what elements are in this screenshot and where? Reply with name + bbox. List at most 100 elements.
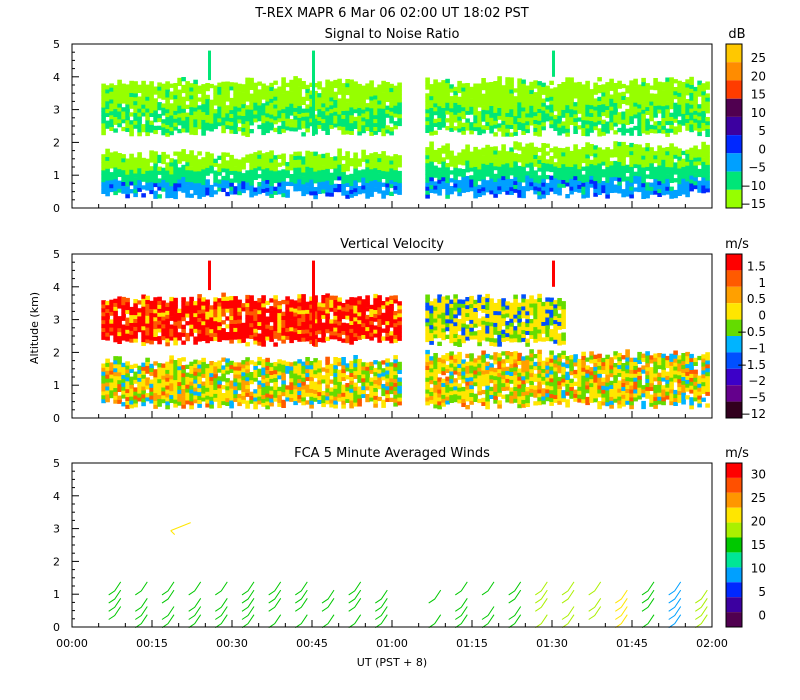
data-cell: [593, 161, 598, 166]
data-cell: [353, 164, 358, 169]
data-cell: [277, 125, 282, 131]
data-cell: [517, 102, 522, 107]
data-cell: [557, 183, 562, 188]
data-cell: [337, 381, 342, 386]
data-cell: [697, 104, 702, 109]
data-cell: [361, 173, 366, 178]
data-cell: [497, 178, 502, 183]
data-cell: [669, 178, 674, 183]
data-cell: [649, 117, 654, 122]
data-cell: [165, 174, 170, 179]
data-cell: [361, 125, 366, 130]
data-cell: [569, 158, 574, 164]
data-cell: [449, 351, 454, 356]
data-cell: [573, 113, 578, 119]
data-cell: [585, 96, 590, 101]
data-cell: [209, 384, 214, 389]
data-cell: [593, 145, 598, 150]
data-cell: [689, 381, 694, 386]
data-cell: [541, 380, 546, 385]
data-cell: [433, 400, 438, 405]
data-cell: [537, 389, 542, 394]
data-cell: [373, 383, 378, 388]
data-cell: [673, 90, 678, 96]
data-cell: [349, 95, 354, 100]
data-cell: [605, 174, 610, 179]
data-cell: [429, 379, 434, 385]
data-cell: [193, 167, 198, 172]
data-cell: [237, 386, 242, 391]
data-cell: [397, 190, 402, 195]
data-cell: [217, 368, 222, 373]
data-cell: [265, 109, 270, 114]
data-cell: [233, 382, 238, 387]
data-cell: [125, 377, 130, 382]
data-cell: [281, 384, 286, 389]
data-cell: [177, 377, 182, 383]
data-cell: [305, 150, 310, 155]
data-cell: [333, 79, 338, 85]
data-cell: [481, 125, 486, 130]
data-cell: [469, 98, 474, 103]
data-cell: [509, 132, 514, 137]
data-cell: [353, 152, 358, 157]
data-cell: [433, 396, 438, 401]
data-cell: [201, 397, 206, 402]
data-cell: [369, 176, 374, 182]
data-cell: [657, 353, 662, 358]
data-cell: [521, 174, 526, 179]
data-cell: [389, 87, 394, 93]
data-cell: [437, 171, 442, 176]
data-cell: [353, 366, 358, 372]
data-cell: [117, 115, 122, 120]
data-cell: [533, 365, 538, 371]
data-cell: [557, 84, 562, 89]
data-cell: [441, 84, 446, 89]
data-cell: [161, 391, 166, 396]
data-cell: [493, 104, 498, 109]
data-cell: [685, 79, 690, 84]
data-cell: [693, 369, 698, 374]
data-cell: [109, 91, 114, 96]
data-cell: [297, 359, 302, 364]
data-cell: [593, 378, 598, 383]
data-cell: [313, 167, 318, 172]
data-cell: [393, 185, 398, 190]
data-cell: [665, 182, 670, 187]
data-cell: [433, 83, 438, 88]
data-cell: [293, 388, 298, 394]
data-cell: [521, 111, 526, 116]
data-cell: [577, 117, 582, 122]
data-cell: [321, 181, 326, 186]
data-cell: [517, 356, 522, 361]
data-cell: [133, 89, 138, 94]
data-cell: [481, 167, 486, 172]
data-cell: [309, 98, 314, 103]
data-cell: [581, 186, 586, 191]
data-cell: [381, 376, 386, 381]
data-cell: [313, 179, 318, 184]
data-cell: [173, 183, 178, 188]
data-cell: [273, 397, 278, 402]
data-cell: [109, 160, 114, 165]
data-cell: [233, 121, 238, 127]
data-cell: [141, 401, 146, 407]
data-cell: [685, 363, 690, 369]
data-cell: [253, 82, 258, 87]
data-cell: [241, 368, 246, 373]
data-cell: [561, 370, 566, 375]
data-cell: [513, 398, 518, 403]
data-cell: [469, 373, 474, 378]
data-cell: [701, 149, 706, 154]
data-cell: [565, 128, 570, 133]
data-cell: [617, 177, 622, 182]
data-cell: [185, 85, 190, 90]
data-cell: [389, 179, 394, 185]
data-cell: [561, 86, 566, 91]
data-cell: [577, 93, 582, 99]
data-cell: [397, 186, 402, 191]
data-cell: [621, 177, 626, 182]
data-cell: [549, 159, 554, 165]
data-cell: [489, 186, 494, 191]
data-cell: [617, 384, 622, 389]
